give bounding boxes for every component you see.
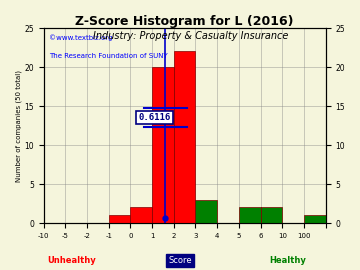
Title: Z-Score Histogram for L (2016): Z-Score Histogram for L (2016) [75, 15, 294, 28]
Bar [109, 215, 130, 223]
Text: 0.6116: 0.6116 [138, 113, 171, 122]
Text: ©www.textbiz.org: ©www.textbiz.org [49, 34, 113, 40]
Text: Unhealthy: Unhealthy [48, 256, 96, 265]
Text: The Research Foundation of SUNY: The Research Foundation of SUNY [49, 53, 168, 59]
Text: Healthy: Healthy [270, 256, 306, 265]
Y-axis label: Number of companies (50 total): Number of companies (50 total) [15, 70, 22, 181]
Bar [130, 207, 152, 223]
Text: Score: Score [168, 256, 192, 265]
Text: Industry: Property & Casualty Insurance: Industry: Property & Casualty Insurance [93, 31, 288, 41]
Bar [195, 200, 217, 223]
Bar [304, 215, 326, 223]
Bar [239, 207, 261, 223]
Bar [261, 207, 282, 223]
Bar [174, 51, 195, 223]
Bar [152, 67, 174, 223]
